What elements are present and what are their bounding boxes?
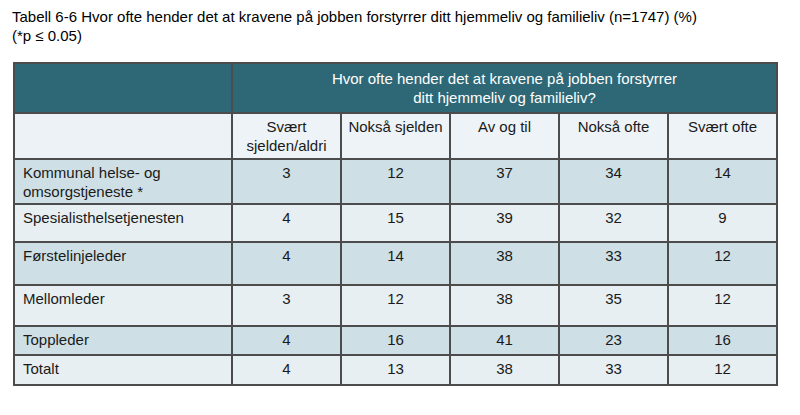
table-row-kommunal: Kommunal helse- og omsorgstjeneste * 3 1… [14,159,777,204]
data-cell: 4 [232,326,341,355]
data-cell: 14 [668,159,777,204]
data-cell: 15 [341,204,450,242]
data-cell: 16 [341,326,450,355]
data-cell: 12 [668,285,777,326]
row-label: Kommunal helse- og omsorgstjeneste * [14,159,232,204]
row-label: Mellomleder [14,285,232,326]
data-cell: 34 [559,159,668,204]
column-header-av-og-til: Av og til [450,113,559,159]
table-caption: Tabell 6-6 Hvor ofte hender det at krave… [12,7,792,45]
results-table: Hvor ofte hender det at kravene på jobbe… [13,62,778,386]
table-row-mellomleder: Mellomleder 3 12 38 35 12 [14,285,777,326]
data-cell: 38 [450,285,559,326]
table-row-forstelinjeleder: Førstelinjeleder 4 14 38 33 12 [14,242,777,285]
data-cell: 33 [559,242,668,285]
data-cell: 41 [450,326,559,355]
header-corner-cell [14,63,232,113]
question-header-cell: Hvor ofte hender det at kravene på jobbe… [232,63,777,113]
data-cell: 33 [559,355,668,385]
row-label: Spesialisthelsetjenesten [14,204,232,242]
data-cell: 12 [668,242,777,285]
document-page: Tabell 6-6 Hvor ofte hender det at krave… [0,0,800,415]
question-header-line-2: ditt hjemmeliv og familieliv? [239,88,770,107]
data-cell: 3 [232,159,341,204]
row-label: Toppleder [14,326,232,355]
data-cell: 38 [450,242,559,285]
caption-line-2: (*p ≤ 0.05) [12,26,792,45]
question-header-line-1: Hvor ofte hender det at kravene på jobbe… [239,69,770,88]
data-cell: 4 [232,355,341,385]
data-cell: 35 [559,285,668,326]
row-label: Totalt [14,355,232,385]
row-label: Førstelinjeleder [14,242,232,285]
data-cell: 3 [232,285,341,326]
data-cell: 14 [341,242,450,285]
table-row-toppleder: Toppleder 4 16 41 23 16 [14,326,777,355]
data-cell: 4 [232,242,341,285]
data-cell: 12 [341,159,450,204]
column-header-noksa-ofte: Nokså ofte [559,113,668,159]
data-cell: 12 [341,285,450,326]
question-header-row: Hvor ofte hender det at kravene på jobbe… [14,63,777,113]
data-cell: 9 [668,204,777,242]
data-cell: 4 [232,204,341,242]
column-header-svart-sjelden: Svært sjelden/aldri [232,113,341,159]
column-header-svart-ofte: Svært ofte [668,113,777,159]
column-header-noksa-sjelden: Nokså sjelden [341,113,450,159]
data-cell: 39 [450,204,559,242]
data-cell: 12 [668,355,777,385]
column-header-row: Svært sjelden/aldri Nokså sjelden Av og … [14,113,777,159]
data-cell: 37 [450,159,559,204]
data-cell: 23 [559,326,668,355]
data-cell: 13 [341,355,450,385]
caption-line-1: Tabell 6-6 Hvor ofte hender det at krave… [12,7,792,26]
table-row-totalt: Totalt 4 13 38 33 12 [14,355,777,385]
data-cell: 32 [559,204,668,242]
data-cell: 38 [450,355,559,385]
data-cell: 16 [668,326,777,355]
column-header-empty-cell [14,113,232,159]
table-row-spesialist: Spesialisthelsetjenesten 4 15 39 32 9 [14,204,777,242]
